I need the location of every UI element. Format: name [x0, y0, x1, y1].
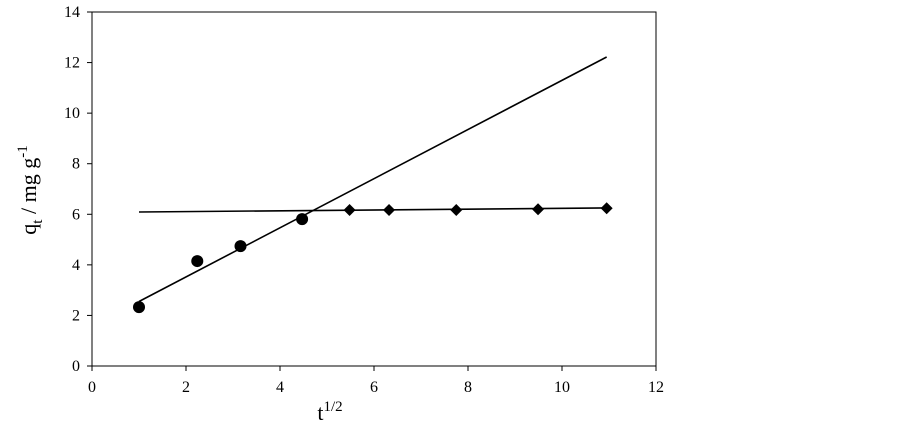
x-label-base: t [317, 400, 323, 425]
y-label-sup: -1 [15, 145, 31, 158]
circle-point [133, 301, 145, 314]
y-tick-label: 2 [72, 307, 80, 324]
y-tick-label: 6 [72, 206, 80, 223]
x-tick-label: 8 [464, 379, 472, 396]
x-tick-label: 10 [554, 379, 570, 396]
y-tick-label: 12 [64, 55, 80, 72]
x-label-sup: 1/2 [323, 399, 342, 415]
x-tick-label: 4 [276, 379, 284, 396]
y-axis-label: qt / mg g-1 [15, 145, 46, 234]
y-tick-label: 10 [64, 105, 80, 122]
x-tick-label: 12 [648, 379, 664, 396]
plot-frame [91, 11, 657, 367]
y-label-sub: t [30, 219, 46, 224]
y-label-main: / mg g [16, 158, 41, 220]
x-tick-label: 2 [182, 379, 190, 396]
x-tick-label: 0 [88, 379, 96, 396]
y-tick-label: 0 [72, 358, 80, 375]
y-label-base: q [16, 224, 41, 235]
circle-point [296, 213, 309, 226]
fit-line [138, 56, 608, 303]
y-tick-label: 4 [72, 257, 80, 274]
y-tick-label: 14 [64, 4, 80, 21]
x-tick-label: 6 [370, 379, 378, 396]
y-tick-label: 8 [72, 156, 80, 173]
fit-line [138, 207, 607, 213]
circle-point [191, 255, 204, 268]
x-axis-label: t1/2 [317, 399, 342, 425]
